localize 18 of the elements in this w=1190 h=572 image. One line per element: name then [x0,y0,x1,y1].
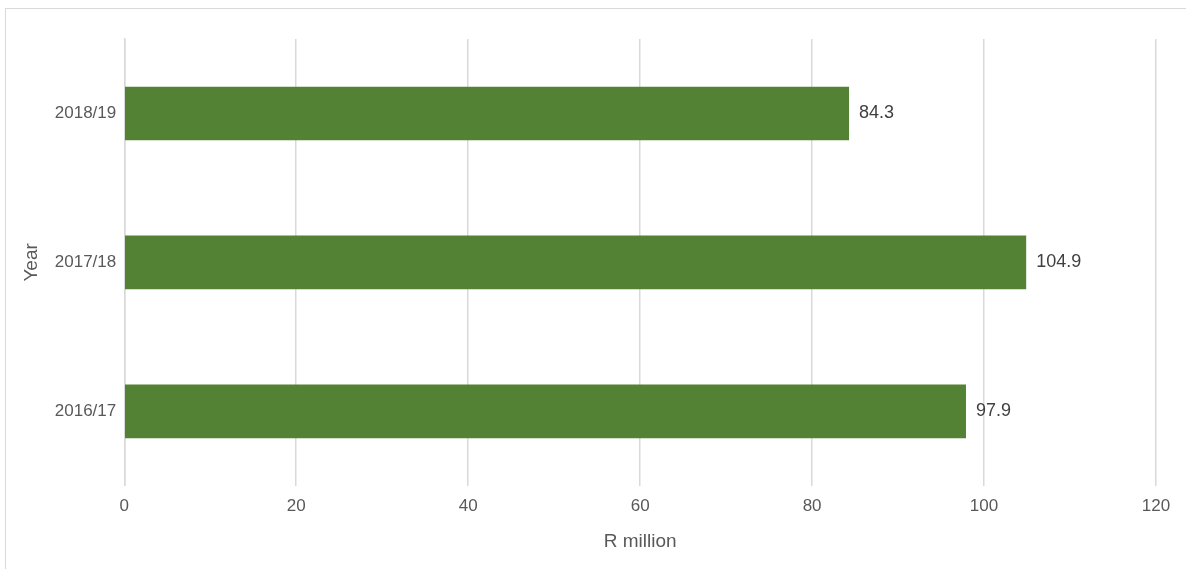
x-tick-label: 0 [119,495,129,515]
x-tick-label: 120 [1141,495,1171,515]
x-axis-title: R million [603,529,677,551]
y-axis-title: Year [19,242,41,282]
data-label: 97.9 [975,400,1012,421]
bar [125,384,966,439]
x-tick-label: 60 [630,495,650,515]
x-tick-label: 20 [286,495,306,515]
y-tick-label: 2017/18 [54,252,117,272]
x-tick-label: 40 [458,495,478,515]
bar [125,86,850,141]
x-tick-label: 80 [802,495,822,515]
data-label: 104.9 [1036,251,1082,272]
x-tick-label: 100 [969,495,999,515]
data-label: 84.3 [859,102,895,123]
y-tick-label: 2018/19 [54,103,117,123]
y-tick-label: 2016/17 [54,401,117,421]
bar [125,235,1027,290]
